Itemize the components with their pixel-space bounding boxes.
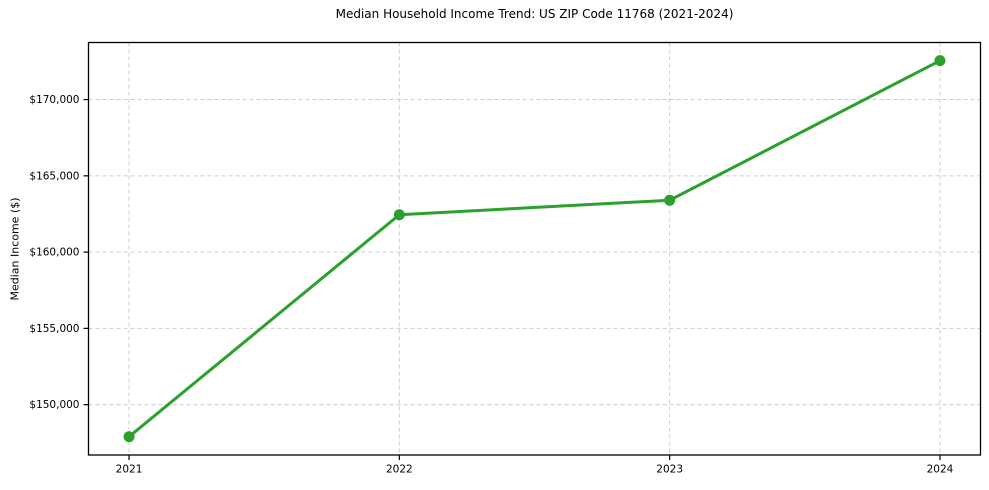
data-point-2021 [123, 431, 135, 443]
data-point-2022 [393, 209, 405, 221]
plot-border [87, 41, 982, 456]
data-point-2023 [664, 194, 676, 206]
x-tick-label: 2021 [116, 464, 143, 476]
y-tick-label: $170,000 [29, 94, 79, 106]
y-tick-label: $165,000 [29, 170, 79, 182]
data-point-2024 [934, 55, 946, 67]
trend-line [127, 59, 942, 439]
y-tick-label: $160,000 [29, 247, 79, 259]
y-tick-label: $155,000 [29, 323, 79, 335]
chart-title: Median Household Income Trend: US ZIP Co… [335, 7, 734, 21]
x-tick-label: 2024 [927, 464, 954, 476]
x-tick-label: 2023 [656, 464, 683, 476]
y-tick-label: $150,000 [29, 399, 79, 411]
x-tick-label: 2022 [386, 464, 413, 476]
